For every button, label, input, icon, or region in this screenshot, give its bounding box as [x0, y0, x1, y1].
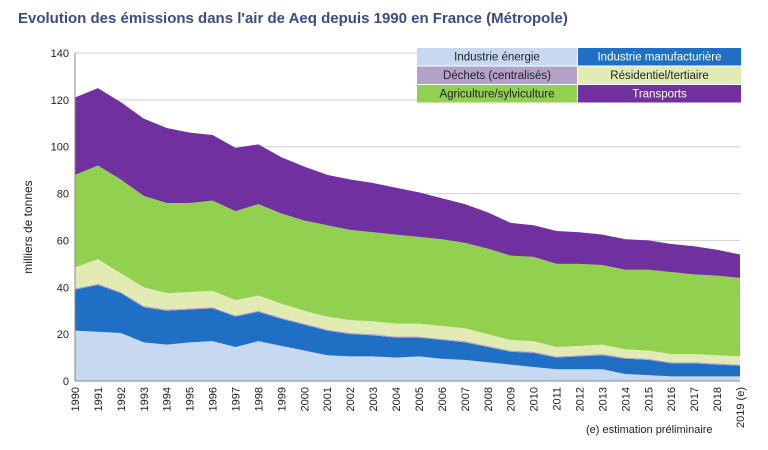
x-tick-label: 2008 — [483, 387, 495, 411]
y-tick-label: 100 — [51, 142, 69, 154]
x-tick-label: 2012 — [574, 387, 586, 411]
x-tick-label: 2009 — [506, 387, 518, 411]
x-tick-label: 2006 — [437, 387, 449, 411]
axes: 0 20 40 60 80 100 120 140 1990 1991 1992 1993 1994 19… — [51, 48, 747, 428]
y-tick-label: 120 — [51, 95, 69, 107]
x-tick-label: 2018 — [712, 387, 724, 411]
x-tick-label: 2003 — [368, 387, 380, 411]
legend-label-industrie-manufacturiere: Industrie manufacturière — [597, 52, 721, 64]
y-tick-label: 60 — [57, 235, 69, 247]
legend: Industrie énergie Industrie manufacturièr… — [417, 48, 741, 103]
legend-swatch-agriculture-sylviculture — [417, 85, 577, 103]
x-tick-label: 1999 — [276, 387, 288, 411]
y-tick-label: 80 — [57, 189, 69, 201]
x-tick-label: 1992 — [116, 387, 128, 411]
x-tick-label: 2001 — [322, 387, 334, 411]
legend-label-agriculture-sylviculture: Agriculture/sylviculture — [439, 89, 554, 101]
legend-swatch-residentiel-tertiaire — [578, 66, 741, 84]
legend-label-industrie-energie: Industrie énergie — [454, 52, 540, 64]
x-tick-label: 1997 — [231, 387, 243, 411]
x-tick-label: 2019 (e) — [735, 387, 747, 428]
x-tick-label: 2007 — [460, 387, 472, 411]
area-agriculture-sylviculture — [75, 165, 740, 357]
area-industrie-energie — [75, 330, 740, 381]
x-tick-label: 2005 — [414, 387, 426, 411]
x-tick-label: 2014 — [620, 387, 632, 411]
x-tick-label: 1990 — [70, 387, 82, 411]
legend-swatch-industrie-energie — [417, 48, 577, 66]
legend-label-dechets-centralises: Déchets (centralisés) — [443, 70, 551, 82]
legend-swatch-transports — [578, 85, 741, 103]
x-tick-label: 2004 — [391, 387, 403, 411]
x-tick-label: 1998 — [253, 387, 265, 411]
y-tick-label: 140 — [51, 48, 69, 60]
x-tick-label: 2015 — [643, 387, 655, 411]
x-tick-label: 1991 — [93, 387, 105, 411]
x-tick-label: 1995 — [185, 387, 197, 411]
y-tick-label: 20 — [57, 329, 69, 341]
legend-label-transports: Transports — [632, 89, 687, 101]
x-tick-label: 2000 — [299, 387, 311, 411]
x-tick-label: 1996 — [208, 387, 220, 411]
x-tick-label: 1993 — [139, 387, 151, 411]
legend-label-residentiel-tertiaire: Résidentiel/tertiaire — [610, 70, 708, 82]
area-transports — [75, 88, 740, 278]
x-tick-label: 2017 — [689, 387, 701, 411]
legend-swatch-industrie-manufacturiere — [578, 48, 741, 66]
x-tick-label: 2010 — [529, 387, 541, 411]
estimation-note: (e) estimation préliminaire — [586, 424, 713, 436]
x-tick-label: 2016 — [666, 387, 678, 411]
area-industrie-manufacturiere — [75, 284, 740, 377]
area-layer — [75, 88, 740, 381]
x-tick-label: 1994 — [162, 387, 174, 411]
x-tick-label: 2013 — [597, 387, 609, 411]
area-residentiel-tertiaire — [75, 259, 740, 365]
chart-title: Evolution des émissions dans l'air de Ae… — [18, 10, 568, 27]
x-tick-label: 2011 — [552, 387, 564, 411]
legend-swatch-dechets-centralises — [417, 66, 577, 84]
y-tick-label: 0 — [63, 376, 69, 388]
x-tick-label: 2002 — [345, 387, 357, 411]
y-tick-label: 40 — [57, 282, 69, 294]
